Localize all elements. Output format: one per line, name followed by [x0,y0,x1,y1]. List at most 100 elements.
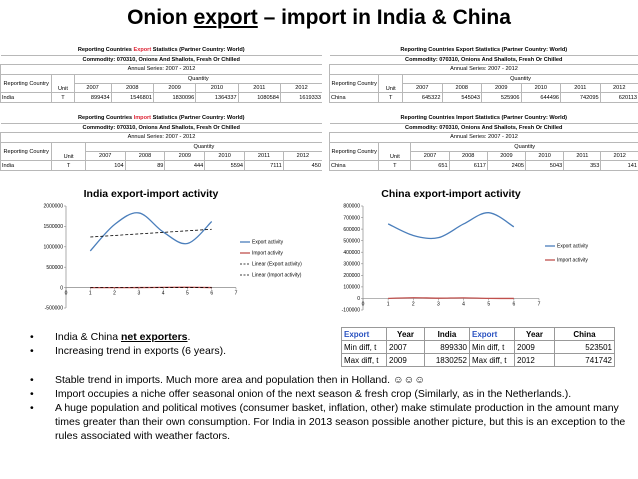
col-unit: Unit [378,74,403,94]
table-header-1: Reporting Countries Export Statistics (P… [329,46,638,56]
row-value: 444 [164,160,205,171]
summary-cell: Max diff, t [341,353,387,367]
col-reporting-country: Reporting Country [0,74,52,94]
table-header-2: Commodity: 070310, Onions And Shallots, … [0,55,322,66]
col-year: 2010 [195,83,239,94]
bullet-item: Increasing trend in exports (6 years). [28,344,338,358]
x-tick-label: 6 [512,301,515,307]
col-quantity: Quantity [84,142,322,153]
col-year: 2011 [563,151,601,162]
x-tick-label: 6 [210,291,213,297]
x-tick-label: 0 [65,291,68,297]
bullet-item: India & China net exporters. [28,330,338,344]
col-quantity: Quantity [401,74,638,85]
col-year: 2011 [237,83,281,94]
col-unit: Unit [378,142,411,162]
series-line [388,297,514,300]
x-tick-label: 0 [362,301,365,307]
summary-cell: Min diff, t [469,340,515,354]
col-year: 2008 [124,151,165,162]
table-header-1: Reporting Countries Import Statistics (P… [329,114,638,124]
summary-cell: 2012 [514,353,555,367]
x-tick-label: 3 [137,291,140,297]
row-value: 651 [410,160,450,171]
col-reporting-country: Reporting Country [0,142,52,162]
row-unit: T [378,160,411,171]
summary-header: Export [341,327,387,341]
row-value: 545043 [441,92,482,103]
x-tick-label: 4 [162,291,165,297]
col-year: 2007 [401,83,442,94]
row-value: 1080584 [237,92,281,103]
row-value: 104 [84,160,126,171]
china-export-table: Reporting Countries Export Statistics (P… [328,46,638,103]
col-year: 2009 [164,151,205,162]
col-year: 2007 [73,83,112,94]
summary-cell: 741742 [554,353,615,367]
y-tick-label: 300000 [343,261,360,267]
row-value: 644496 [520,92,561,103]
series-line [89,212,213,252]
row-value: 5594 [204,160,245,171]
china-import-table: Reporting Countries Import Statistics (P… [328,114,638,171]
row-value: 1619333 [279,92,322,103]
x-tick-label: 5 [186,291,189,297]
y-tick-label: 600000 [343,227,360,233]
x-tick-label: 1 [89,291,92,297]
row-unit: T [378,92,403,103]
y-tick-label: -500000 [45,306,64,312]
col-year: 2009 [481,83,522,94]
row-value: 742095 [560,92,601,103]
table-header-3: Annual Series: 2007 - 2012 [329,64,638,75]
y-tick-label: 0 [60,285,63,291]
y-tick-label: 2000000 [44,204,64,210]
summary-table: Export Year India Export Year China Min … [341,327,615,367]
summary-cell: Max diff, t [469,353,515,367]
bullet-item: Stable trend in imports. Much more area … [28,373,636,387]
legend-label: Import activity [557,258,588,264]
col-unit: Unit [51,142,86,162]
slide-title: Onion export – import in India & China [127,6,511,29]
table-header-3: Annual Series: 2007 - 2012 [329,132,638,143]
col-year: 2010 [520,83,561,94]
y-tick-label: 200000 [343,273,360,279]
y-tick-label: 800000 [343,204,360,210]
row-value: 645322 [401,92,442,103]
india-export-table: Reporting Countries Export Statistics (P… [0,46,322,103]
summary-header: Export [469,327,515,341]
y-tick-label: 400000 [343,250,360,256]
summary-cell: Min diff, t [341,340,387,354]
row-unit: T [51,160,86,171]
y-tick-label: 0 [357,296,360,302]
row-value: 7111 [244,160,284,171]
row-value: 899434 [73,92,112,103]
row-value: 5043 [525,160,564,171]
legend-label: Linear (Export activity) [252,262,302,268]
row-value: 1546801 [110,92,154,103]
row-country: India [0,92,52,103]
summary-cell: 2009 [386,353,425,367]
row-value: 141 [600,160,638,171]
col-reporting-country: Reporting Country [328,74,379,94]
chart-title: China export-import activity [381,188,521,200]
col-year: 2008 [110,83,154,94]
row-value: 89 [124,160,165,171]
col-year: 2012 [600,151,638,162]
summary-cell: 2007 [386,340,425,354]
row-value: 1364337 [195,92,239,103]
legend-label: Export activity [557,244,589,250]
summary-header: Year [514,327,555,341]
row-country: China [328,160,379,171]
col-year: 2009 [152,83,196,94]
col-unit: Unit [51,74,75,94]
table-header-1: Reporting Countries Import Statistics (P… [0,114,322,124]
india-import-table: Reporting Countries Import Statistics (P… [0,114,322,171]
row-value: 1830096 [152,92,196,103]
bullet-list-top: India & China net exporters. Increasing … [28,330,338,358]
chart-title: India export-import activity [84,188,219,200]
summary-header: Year [386,327,425,341]
legend-label: Linear (Import activity) [252,273,302,279]
y-tick-label: 100000 [343,285,360,291]
y-tick-label: 700000 [343,215,360,221]
row-value: 353 [563,160,601,171]
